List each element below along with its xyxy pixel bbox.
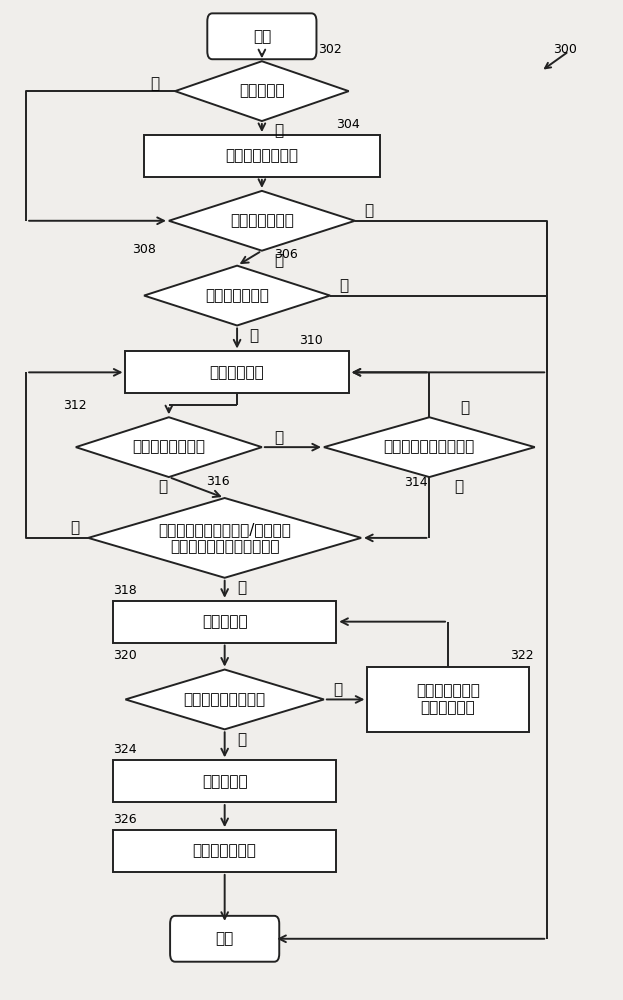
Text: 否: 否: [364, 203, 373, 218]
Text: 锁定燃料盖: 锁定燃料盖: [202, 774, 247, 789]
Text: 是: 是: [274, 253, 283, 268]
Polygon shape: [169, 191, 355, 251]
Polygon shape: [125, 670, 324, 729]
Text: 罐中的预定温度变化和/或来自压
力传感器的预定压力读书？: 罐中的预定温度变化和/或来自压 力传感器的预定压力读书？: [158, 522, 291, 554]
Text: 是: 是: [274, 124, 283, 139]
FancyBboxPatch shape: [207, 13, 316, 59]
Text: 310: 310: [299, 334, 323, 347]
Polygon shape: [175, 61, 349, 121]
Text: 314: 314: [404, 476, 428, 489]
Text: 解锁燃料盖: 解锁燃料盖: [202, 614, 247, 629]
Text: 结束: 结束: [216, 931, 234, 946]
Text: 维持燃料盖解锁
且燃料箱排气: 维持燃料盖解锁 且燃料箱排气: [416, 683, 480, 716]
Text: 否: 否: [158, 480, 167, 495]
Text: 中断燃料箱排气: 中断燃料箱排气: [193, 844, 257, 859]
Text: 是: 是: [274, 430, 283, 445]
Text: 电动模式？: 电动模式？: [239, 84, 285, 99]
Text: 否: 否: [70, 520, 79, 535]
Text: 再加燃料事件完成？: 再加燃料事件完成？: [184, 692, 266, 707]
Text: 302: 302: [318, 43, 341, 56]
Text: 停止燃料蒸汽清除: 停止燃料蒸汽清除: [226, 148, 298, 163]
Text: 304: 304: [336, 118, 360, 131]
Bar: [144, 135, 380, 177]
Text: 326: 326: [113, 813, 136, 826]
Text: 压力传感器退化？: 压力传感器退化？: [132, 440, 206, 455]
Text: 322: 322: [510, 649, 533, 662]
Text: 324: 324: [113, 743, 136, 756]
Bar: [113, 601, 336, 643]
Text: 满足进入条件？: 满足进入条件？: [230, 213, 294, 228]
Bar: [113, 830, 336, 872]
Text: 否: 否: [150, 76, 159, 91]
Bar: [125, 351, 349, 393]
Text: 是: 是: [249, 328, 259, 343]
Bar: [368, 667, 528, 732]
Text: 罐中的预定温度变化？: 罐中的预定温度变化？: [384, 440, 475, 455]
Text: 308: 308: [131, 243, 156, 256]
Polygon shape: [144, 266, 330, 325]
Text: 是: 是: [454, 480, 464, 495]
Text: 再加燃料请求？: 再加燃料请求？: [205, 288, 269, 303]
Text: 是: 是: [237, 580, 246, 595]
Text: 300: 300: [553, 43, 578, 56]
Text: 306: 306: [274, 248, 298, 261]
Text: 是: 是: [237, 732, 246, 747]
Text: 316: 316: [206, 475, 230, 488]
Text: 312: 312: [64, 399, 87, 412]
Text: 开始: 开始: [253, 29, 271, 44]
Polygon shape: [76, 417, 262, 477]
Text: 否: 否: [340, 278, 348, 293]
FancyBboxPatch shape: [170, 916, 279, 962]
Polygon shape: [88, 498, 361, 578]
Text: 318: 318: [113, 584, 137, 597]
Text: 使燃料箱排气: 使燃料箱排气: [210, 365, 264, 380]
Text: 320: 320: [113, 649, 137, 662]
Polygon shape: [324, 417, 535, 477]
Bar: [113, 760, 336, 802]
Text: 否: 否: [333, 682, 342, 697]
Text: 否: 否: [460, 400, 470, 415]
